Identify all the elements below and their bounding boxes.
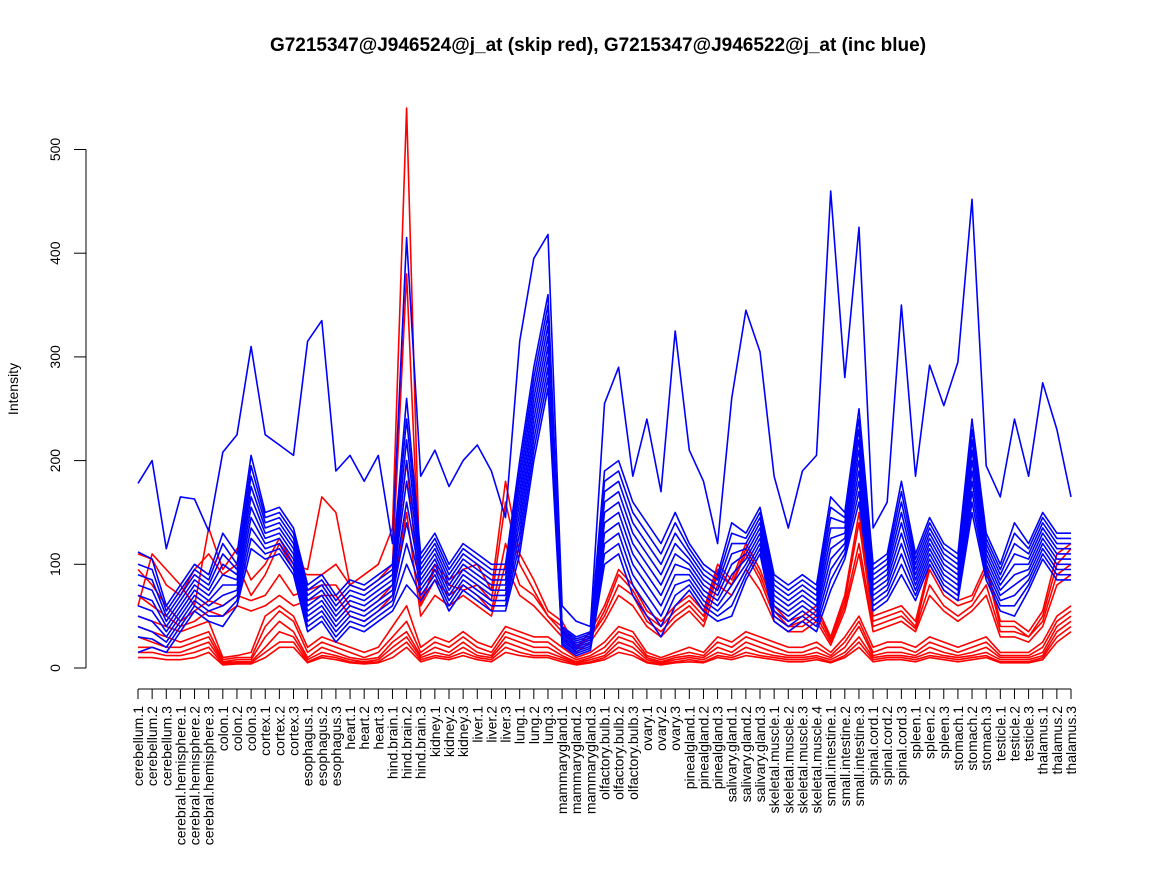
y-axis-label: Intensity xyxy=(5,363,21,415)
x-tick-label: salivary.gland.2 xyxy=(738,706,754,802)
x-tick-label: lung.2 xyxy=(526,706,542,744)
x-tick-label: ovary.1 xyxy=(639,706,655,751)
inc-blue-series-line-11 xyxy=(137,293,1071,638)
x-tick-label: esophagus.1 xyxy=(300,706,316,786)
x-tick-label: olfactory.bulb.1 xyxy=(597,706,613,800)
x-tick-label: spinal.cord.2 xyxy=(879,706,895,786)
x-tick-label: mammarygland.3 xyxy=(582,706,598,814)
x-tick-label: stomach.3 xyxy=(978,706,994,771)
x-tick-label: spleen.3 xyxy=(936,706,952,759)
x-tick-label: mammarygland.1 xyxy=(554,706,570,814)
x-tick-label: olfactory.bulb.3 xyxy=(625,706,641,800)
x-tick-label: colon.3 xyxy=(243,706,259,751)
x-tick-label: spinal.cord.3 xyxy=(893,706,909,786)
x-tick-label: ovary.3 xyxy=(667,706,683,751)
x-tick-label: heart.3 xyxy=(370,706,386,750)
y-axis: 0 100 200 300 400 500 xyxy=(47,138,87,672)
x-tick-label: stomach.1 xyxy=(950,706,966,771)
x-tick-label: heart.1 xyxy=(342,706,358,750)
skip-red-series-line-9 xyxy=(138,631,1072,666)
inc-blue-series-line-13 xyxy=(137,314,1071,642)
inc-blue-series-line-16 xyxy=(137,345,1071,649)
y-tick-label: 0 xyxy=(47,664,63,672)
skip-red-series-line-5 xyxy=(137,610,1072,661)
x-tick-label: small.intestine.2 xyxy=(837,706,853,807)
y-tick-label: 500 xyxy=(47,138,63,162)
x-tick-label: thalamus.3 xyxy=(1063,706,1079,775)
inc-blue-series-line-19 xyxy=(137,376,1071,655)
x-axis: cerebellum.1cerebellum.2cerebellum.3cere… xyxy=(130,688,1079,846)
x-tick-label: lung.3 xyxy=(540,706,556,744)
x-tick-label: testicle.2 xyxy=(1006,706,1022,761)
x-tick-label: cerebellum.2 xyxy=(144,706,160,786)
x-tick-label: pinealgland.2 xyxy=(695,706,711,790)
x-tick-label: salivary.gland.1 xyxy=(724,706,740,802)
x-tick-label: pinealgland.1 xyxy=(681,706,697,790)
y-tick-label: 100 xyxy=(47,552,63,576)
x-tick-label: stomach.2 xyxy=(964,706,980,771)
x-tick-label: colon.1 xyxy=(215,706,231,751)
x-tick-label: salivary.gland.3 xyxy=(752,706,768,802)
x-tick-label: thalamus.1 xyxy=(1035,706,1051,775)
y-tick-label: 400 xyxy=(47,241,63,265)
x-tick-label: hind.brain.1 xyxy=(384,706,400,779)
x-tick-label: ovary.2 xyxy=(653,706,669,751)
x-tick-label: heart.2 xyxy=(356,706,372,750)
x-tick-label: olfactory.bulb.2 xyxy=(611,706,627,800)
x-tick-label: skeletal.muscle.3 xyxy=(794,706,810,814)
x-tick-label: spleen.1 xyxy=(908,706,924,759)
x-tick-label: mammarygland.2 xyxy=(568,706,584,814)
x-tick-label: kidney.1 xyxy=(427,706,443,757)
series-layer xyxy=(137,107,1072,666)
x-tick-label: kidney.2 xyxy=(441,706,457,757)
x-tick-label: pinealgland.3 xyxy=(710,706,726,790)
inc-blue-series-line-18 xyxy=(137,366,1071,653)
inc-blue-series-line-20 xyxy=(137,387,1071,657)
chart-title: G7215347@J946524@j_at (skip red), G72153… xyxy=(270,35,926,56)
x-tick-label: esophagus.3 xyxy=(328,706,344,786)
x-tick-label: skeletal.muscle.1 xyxy=(766,706,782,814)
x-tick-label: cortex.3 xyxy=(286,706,302,756)
x-tick-label: lung.1 xyxy=(512,706,528,744)
x-tick-label: cerebral.hemisphere.2 xyxy=(187,706,203,846)
x-tick-label: thalamus.2 xyxy=(1049,706,1065,775)
x-tick-label: colon.2 xyxy=(229,706,245,751)
x-tick-label: spleen.2 xyxy=(922,706,938,759)
x-tick-label: testicle.1 xyxy=(992,706,1008,761)
inc-blue-series-line-14 xyxy=(137,324,1071,644)
x-tick-label: cerebral.hemisphere.3 xyxy=(201,706,217,846)
x-tick-label: testicle.3 xyxy=(1021,706,1037,761)
skip-red-series-line-7 xyxy=(138,620,1072,664)
y-tick-label: 300 xyxy=(47,345,63,369)
x-tick-label: liver.3 xyxy=(498,706,514,743)
x-tick-label: spinal.cord.1 xyxy=(865,706,881,786)
x-tick-label: skeletal.muscle.2 xyxy=(780,706,796,814)
skip-red-series-line-6 xyxy=(137,615,1072,663)
x-tick-label: cerebellum.3 xyxy=(158,706,174,786)
x-tick-label: liver.2 xyxy=(483,706,499,743)
skip-red-series-line-8 xyxy=(138,625,1072,665)
skip-red-series-line-2 xyxy=(137,459,1072,649)
x-tick-label: small.intestine.1 xyxy=(823,706,839,807)
x-tick-label: cortex.2 xyxy=(271,706,287,756)
x-tick-label: skeletal.muscle.4 xyxy=(809,706,825,814)
x-tick-label: cortex.1 xyxy=(257,706,273,756)
inc-blue-series-line-10 xyxy=(137,190,1072,628)
skip-red-series-line-3 xyxy=(137,511,1072,654)
inc-blue-series-line-12 xyxy=(137,304,1071,640)
x-tick-label: small.intestine.3 xyxy=(851,706,867,807)
x-tick-label: liver.1 xyxy=(469,706,485,743)
x-tick-label: hind.brain.2 xyxy=(399,706,415,779)
x-tick-label: hind.brain.3 xyxy=(413,706,429,779)
inc-blue-series-line-15 xyxy=(137,335,1071,647)
y-tick-label: 200 xyxy=(47,449,63,473)
x-tick-label: cerebral.hemisphere.1 xyxy=(172,706,188,846)
skip-red-series-line-4 xyxy=(137,604,1072,659)
x-tick-label: kidney.3 xyxy=(455,706,471,757)
x-tick-label: cerebellum.1 xyxy=(130,706,146,786)
x-tick-label: esophagus.2 xyxy=(314,706,330,786)
inc-blue-series-line-17 xyxy=(137,356,1071,651)
